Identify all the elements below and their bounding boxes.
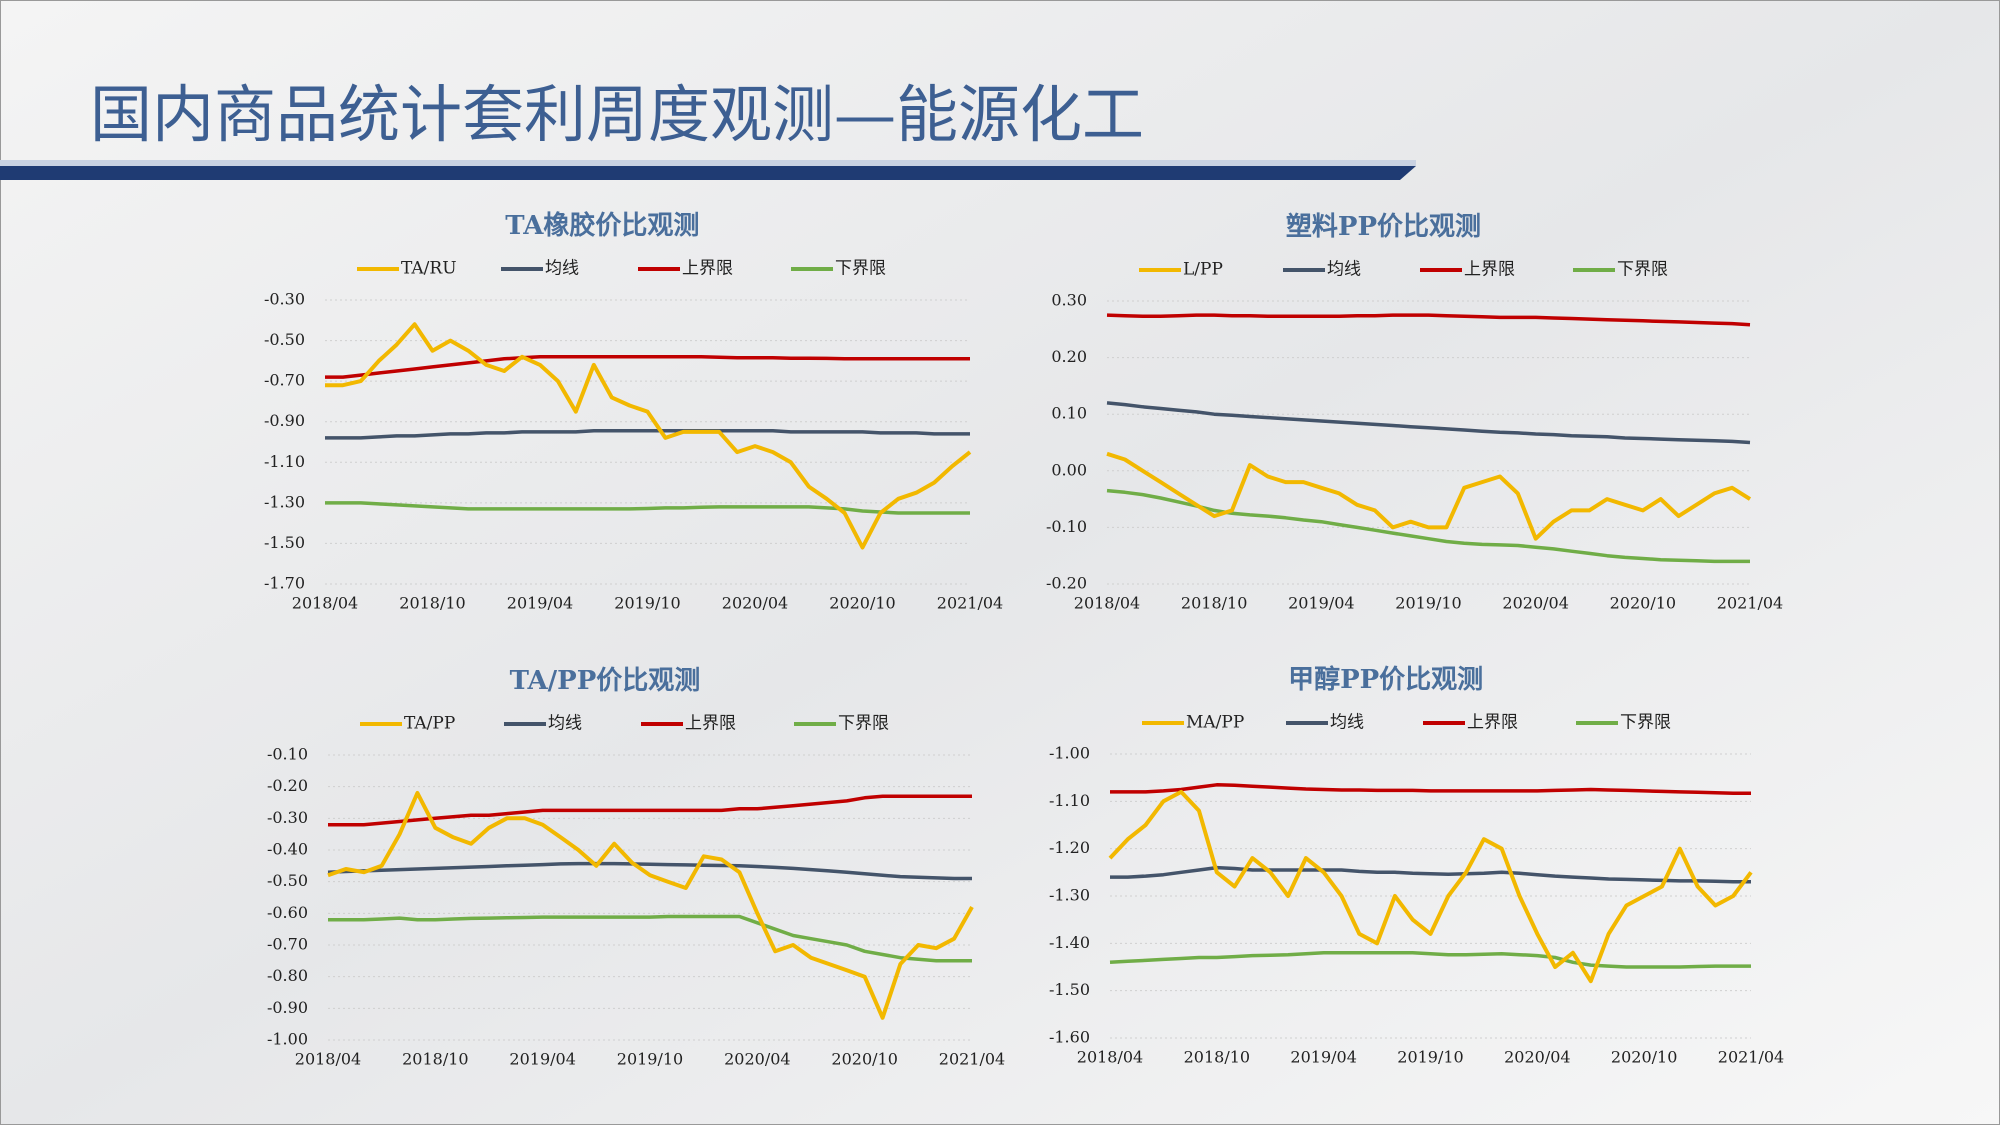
y-tick-label: -1.50	[1049, 980, 1090, 999]
y-tick-label: -0.70	[267, 935, 308, 954]
x-tick-label: 2019/04	[509, 1050, 575, 1069]
series-line	[325, 429, 970, 440]
title-bar	[0, 166, 1416, 180]
legend-label: 均线	[545, 259, 579, 279]
x-tick-label: 2019/04	[1290, 1048, 1356, 1067]
x-tick-label: 2019/04	[1288, 594, 1354, 613]
x-tick-label: 2020/10	[1611, 1048, 1677, 1067]
legend-label: 均线	[1330, 713, 1364, 733]
y-tick-label: -1.20	[1049, 838, 1090, 857]
x-tick-label: 2021/04	[939, 1050, 1005, 1069]
slide-title: 国内商品统计套利周度观测—能源化工	[90, 78, 1144, 151]
x-tick-label: 2020/10	[1610, 594, 1676, 613]
legend-label: L/PP	[1183, 260, 1223, 280]
chart-title: TA/PP价比观测	[510, 666, 701, 696]
y-tick-label: -0.70	[264, 371, 305, 390]
series-line	[328, 914, 972, 963]
chart-title: TA橡胶价比观测	[505, 210, 699, 241]
legend-label: 均线	[548, 714, 582, 734]
x-tick-label: 2020/10	[829, 594, 895, 613]
y-tick-label: -1.40	[1049, 933, 1090, 952]
x-tick-label: 2019/04	[507, 594, 573, 613]
legend-label: 下界限	[835, 259, 886, 279]
legend-label: 下界限	[1617, 260, 1668, 280]
x-tick-label: 2020/04	[724, 1050, 790, 1069]
x-tick-label: 2018/04	[1077, 1048, 1143, 1067]
y-tick-label: 0.30	[1051, 291, 1087, 310]
y-tick-label: -1.60	[1049, 1028, 1090, 1047]
x-tick-label: 2018/04	[295, 1050, 361, 1069]
series-line	[325, 355, 970, 379]
x-tick-label: 2021/04	[1717, 594, 1783, 613]
chart-title: 甲醇PP价比观测	[1288, 664, 1483, 695]
legend-label: TA/PP	[404, 714, 455, 734]
series-line	[1106, 401, 1751, 445]
chart-title: 塑料PP价比观测	[1286, 212, 1481, 242]
x-tick-label: 2019/10	[1395, 594, 1461, 613]
x-tick-label: 2020/10	[831, 1050, 897, 1069]
y-tick-label: -1.30	[1049, 886, 1090, 905]
y-tick-label: -1.70	[264, 574, 305, 593]
legend-label: 上界限	[682, 259, 733, 279]
series-line	[327, 791, 974, 1020]
legend-label: 下界限	[838, 714, 889, 734]
series-line	[325, 501, 970, 515]
x-tick-label: 2020/04	[722, 594, 788, 613]
x-tick-label: 2019/10	[614, 594, 680, 613]
series-line	[1108, 789, 1753, 984]
y-tick-label: 0.00	[1051, 460, 1087, 479]
x-tick-label: 2018/04	[1074, 594, 1140, 613]
legend-label: MA/PP	[1186, 713, 1244, 733]
y-tick-label: -1.00	[1049, 744, 1090, 763]
y-tick-label: -0.90	[264, 411, 305, 430]
series-line	[1106, 313, 1751, 327]
y-tick-label: -0.50	[264, 330, 305, 349]
y-tick-label: -0.10	[267, 745, 308, 764]
y-tick-label: -1.50	[264, 533, 305, 552]
y-tick-label: -0.40	[267, 840, 308, 859]
y-tick-label: 0.20	[1051, 347, 1087, 366]
legend-label: 上界限	[685, 714, 736, 734]
x-tick-label: 2021/04	[1718, 1048, 1784, 1067]
y-tick-label: -0.20	[1046, 574, 1087, 593]
legend-label: 下界限	[1620, 713, 1671, 733]
y-tick-label: -1.10	[1049, 791, 1090, 810]
legend-label: 上界限	[1467, 713, 1518, 733]
y-tick-label: -0.60	[267, 903, 308, 922]
y-tick-label: -0.90	[267, 998, 308, 1017]
x-tick-label: 2021/04	[937, 594, 1003, 613]
x-tick-label: 2020/04	[1504, 1048, 1570, 1067]
y-tick-label: -0.20	[267, 776, 308, 795]
y-tick-label: 0.10	[1051, 404, 1087, 423]
y-tick-label: -1.30	[264, 492, 305, 511]
y-tick-label: -1.00	[267, 1030, 308, 1049]
x-tick-label: 2020/04	[1502, 594, 1568, 613]
x-tick-label: 2018/04	[292, 594, 358, 613]
series-line	[1106, 451, 1752, 541]
title-bar-highlight	[0, 160, 1416, 166]
legend-label: 均线	[1327, 260, 1361, 280]
y-tick-label: -0.30	[264, 290, 305, 309]
x-tick-label: 2018/10	[402, 1050, 468, 1069]
y-tick-label: -0.10	[1046, 517, 1087, 536]
y-tick-label: -0.80	[267, 966, 308, 985]
series-line	[328, 794, 972, 827]
y-tick-label: -0.30	[267, 808, 308, 827]
series-line	[327, 861, 972, 881]
x-tick-label: 2019/10	[617, 1050, 683, 1069]
series-line	[325, 322, 972, 550]
x-tick-label: 2018/10	[399, 594, 465, 613]
y-tick-label: -0.50	[267, 871, 308, 890]
x-tick-label: 2018/10	[1181, 594, 1247, 613]
series-line	[1106, 488, 1750, 564]
x-tick-label: 2019/10	[1397, 1048, 1463, 1067]
x-tick-label: 2018/10	[1184, 1048, 1250, 1067]
legend-label: TA/RU	[401, 259, 457, 279]
series-line	[1110, 783, 1751, 796]
legend-label: 上界限	[1464, 260, 1515, 280]
y-tick-label: -1.10	[264, 452, 305, 471]
series-line	[1109, 951, 1751, 969]
